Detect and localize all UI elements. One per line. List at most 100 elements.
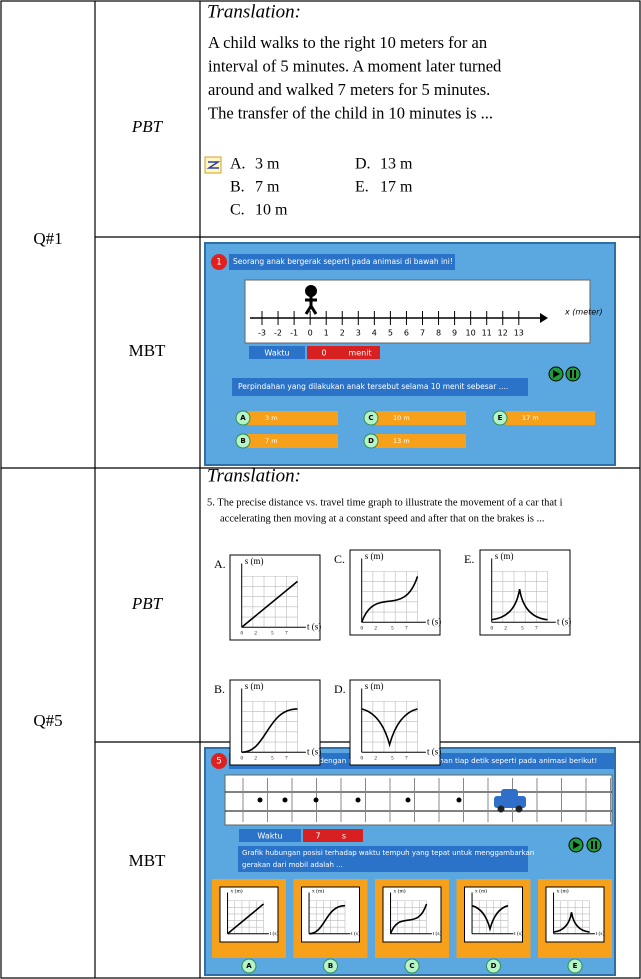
axis-tick-label: -3 [258, 329, 266, 338]
axis-tick-label: 10 [466, 329, 476, 338]
time-unit: s [342, 832, 346, 841]
test-type: PBT [131, 594, 164, 613]
track-dot [406, 798, 410, 802]
prompt: Seorang anak bergerak seperti pada anima… [233, 257, 453, 266]
time-unit: menit [348, 349, 371, 358]
graph-x-label: t (s) [427, 746, 441, 756]
track-dot [283, 798, 287, 802]
graph-letter: D. [334, 682, 346, 696]
time-label: Waktu [257, 832, 282, 841]
graph-y-label: x (m) [557, 888, 569, 895]
axis-tick-label: 4 [372, 329, 377, 338]
graph-x-label: t (s) [596, 930, 605, 937]
axis-tick-label: 1 [324, 329, 329, 338]
option-text: 7 m [255, 179, 280, 196]
test-type: MBT [129, 341, 166, 360]
pencil-icon [205, 157, 221, 173]
graph-x-label: t (s) [514, 930, 523, 937]
graph-y-label: x (m) [475, 888, 487, 895]
option-bar [376, 411, 466, 425]
graph-y-label: s (m) [245, 556, 264, 566]
option-bar [248, 434, 338, 448]
time-label: Waktu [264, 349, 289, 358]
question-text: Grafik hubungan posisi terhadap waktu te… [242, 849, 534, 857]
graph-x-label: t (s) [307, 621, 321, 631]
graph-y-label: s (m) [495, 551, 514, 561]
track-dot [258, 798, 262, 802]
question-number: 5 [216, 757, 222, 767]
graph-y-label: x (m) [312, 888, 324, 895]
question-label: Q#1 [33, 229, 62, 248]
axis-tick-label: 12 [498, 329, 508, 338]
option-text: 10 m [255, 202, 288, 219]
option-text: 7 m [265, 437, 278, 445]
axis-tick-label: 8 [436, 329, 441, 338]
graph-y-label: s (m) [365, 551, 384, 561]
option-text: 17 m [380, 179, 413, 196]
graph-x-label: t (s) [433, 930, 442, 937]
option-bar [248, 411, 338, 425]
option-letter: D [491, 962, 497, 970]
question-line: around and walked 7 meters for 5 minutes… [208, 80, 490, 99]
track-dot [356, 798, 360, 802]
option-letter: E [498, 414, 503, 422]
question-text: gerakan dari mobil adalah ... [242, 861, 343, 869]
option-letter: D [368, 437, 374, 445]
test-type: PBT [131, 117, 164, 136]
graph-x-label: t (s) [307, 746, 321, 756]
axis-tick-label: 6 [404, 329, 409, 338]
graph-x-label: t (s) [427, 616, 441, 626]
heading: Translation: [207, 1, 301, 22]
option-letter: E [573, 962, 578, 970]
axis-label: x (meter) [564, 308, 603, 317]
option-letter: D. [355, 156, 371, 173]
axis-tick-label: 13 [514, 329, 524, 338]
axis-tick-label: 0 [308, 329, 313, 338]
option-text: 13 m [380, 156, 413, 173]
option-text: 3 m [265, 414, 278, 422]
time-value: 0 [321, 349, 326, 358]
graph-x-label: t (s) [557, 616, 571, 626]
track-dot [457, 798, 461, 802]
option-letter: B [240, 437, 245, 445]
graph-y-label: x (m) [394, 888, 406, 895]
heading: Translation: [207, 465, 301, 486]
graph-x-label: t (s) [351, 930, 360, 937]
option-letter: B [328, 962, 333, 970]
option-bar [505, 411, 595, 425]
option-letter: C [368, 414, 373, 422]
test-type: MBT [129, 851, 166, 870]
axis-tick-label: 3 [356, 329, 361, 338]
option-letter: C. [230, 202, 245, 219]
axis-tick-label: 2 [340, 329, 345, 338]
page: {"q1": {"label": "Q#1", "pbt": {"type": … [0, 0, 641, 979]
question-line: 5. The precise distance vs. travel time … [207, 497, 563, 508]
graph-letter: A. [214, 557, 226, 571]
graph-y-label: x (m) [231, 888, 243, 895]
graph-x-label: t (s) [270, 930, 279, 937]
question-line: accelerating then moving at a constant s… [220, 513, 545, 524]
axis-tick-label: -2 [274, 329, 282, 338]
option-bar [376, 434, 466, 448]
option-text: 13 m [393, 437, 410, 445]
option-text: 3 m [255, 156, 280, 173]
question-number: 1 [216, 258, 222, 268]
question-text: Perpindahan yang dilakukan anak tersebut… [238, 382, 508, 391]
graph-letter: C. [334, 552, 345, 566]
option-letter: B. [230, 179, 245, 196]
option-letter: A [240, 414, 246, 422]
graph-letter: E. [464, 552, 474, 566]
question-line: interval of 5 minutes. A moment later tu… [208, 56, 502, 75]
axis-tick-label: 9 [452, 329, 457, 338]
document: Q#1 Q#5 PBT MBT PBT MBT Translation: Tra… [0, 0, 641, 979]
graph-y-label: s (m) [365, 681, 384, 691]
option-text: 10 m [393, 414, 410, 422]
option-text: 17 m [522, 414, 539, 422]
question-line: The transfer of the child in 10 minutes … [208, 103, 493, 122]
axis-tick-label: -1 [290, 329, 298, 338]
option-letter: E. [355, 179, 369, 196]
question-label: Q#5 [33, 711, 62, 730]
track-dot [314, 798, 318, 802]
option-letter: A [246, 962, 252, 970]
time-value: 7 [315, 832, 320, 841]
